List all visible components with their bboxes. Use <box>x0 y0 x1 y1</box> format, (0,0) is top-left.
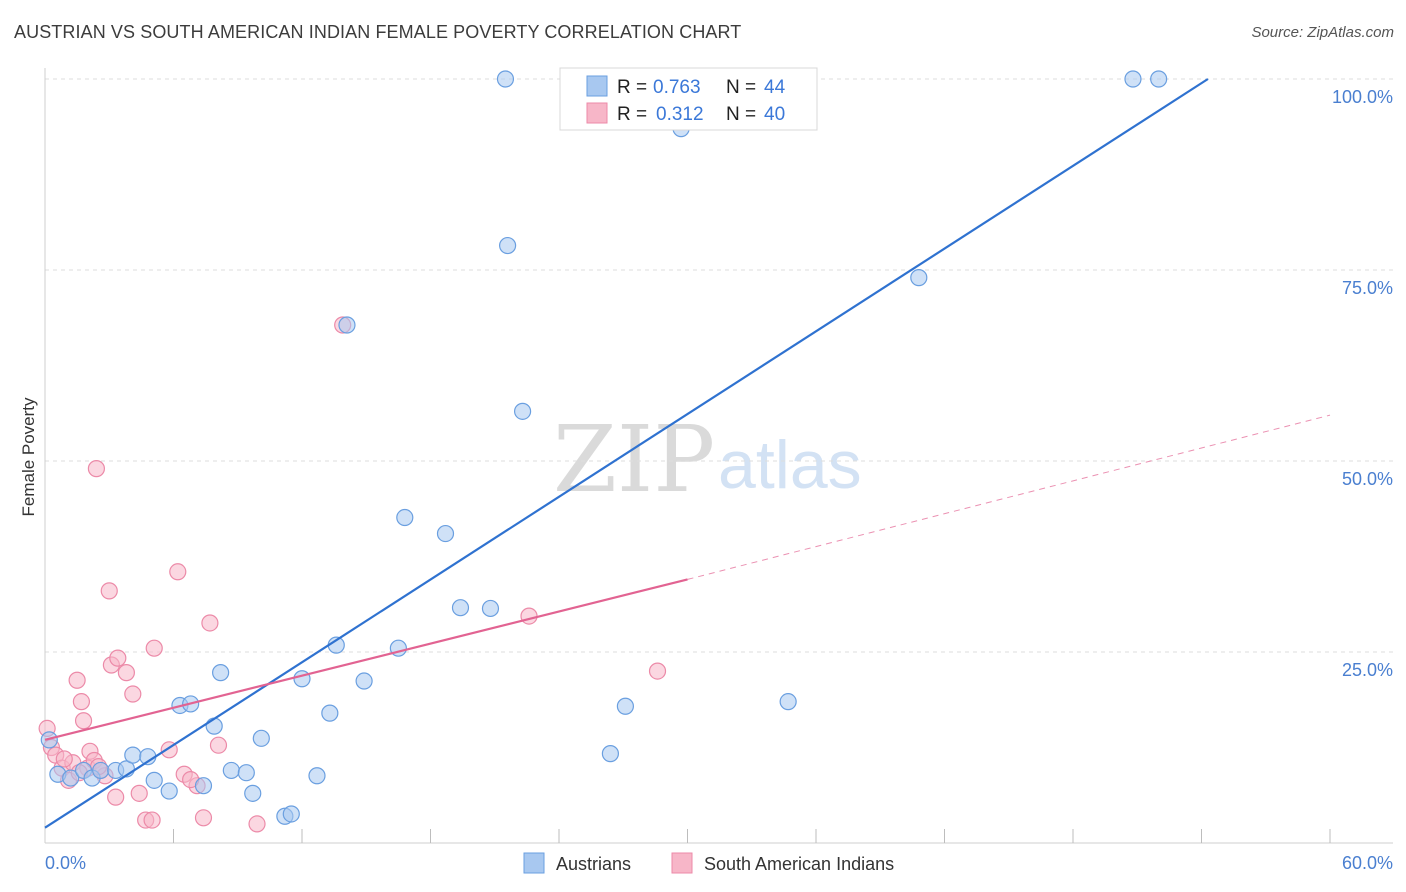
y-tick-label-100: 100.0% <box>1332 87 1393 107</box>
south-american-indians-point <box>194 809 213 827</box>
watermark-zip: ZIP <box>553 406 715 513</box>
south-american-indians-trend-line <box>44 578 688 741</box>
south-american-indians-point <box>124 685 142 703</box>
y-tick-label-75: 75.0% <box>1342 278 1393 298</box>
austrians-point <box>338 316 356 334</box>
austrians-point <box>481 599 500 618</box>
legend-n-value-1: 44 <box>764 77 786 98</box>
x-tick-label-min: 0.0% <box>45 853 86 873</box>
austrians-point <box>244 784 262 802</box>
south-american-indians-point <box>87 460 106 478</box>
austrians-trend-line <box>44 78 1209 829</box>
austrians-point <box>601 745 620 763</box>
south-american-indians-point <box>68 671 86 689</box>
south-american-indians-point <box>109 649 127 667</box>
x-tick-label-max: 60.0% <box>1342 853 1393 873</box>
austrians-point <box>513 402 532 420</box>
legend-r-label-2: R = <box>617 104 647 125</box>
austrians-point <box>616 697 634 715</box>
bottom-legend-label-south-american-indians: South American Indians <box>704 854 894 874</box>
austrians-point <box>321 704 339 722</box>
south-american-indians-point <box>72 693 91 711</box>
south-american-indians-point <box>100 582 118 600</box>
austrians-point <box>293 670 311 688</box>
legend-n-label-2: N = <box>726 104 756 125</box>
south-american-indians-point <box>55 750 73 768</box>
south-american-indians-point <box>169 563 187 581</box>
legend-n-value-2: 40 <box>764 104 785 125</box>
bottom-legend-swatch-south-american-indians <box>671 852 693 874</box>
y-tick-label-25: 25.0% <box>1342 660 1393 680</box>
x-axis-ticks <box>173 829 1331 843</box>
y-tick-label-50: 50.0% <box>1342 469 1393 489</box>
south-american-indians-point <box>74 712 93 730</box>
bottom-legend-swatch-austrians <box>523 852 545 874</box>
austrians-point <box>451 599 470 617</box>
south-american-indians-point <box>520 607 538 625</box>
austrians-point <box>145 771 163 789</box>
y-axis-tick-labels: 100.0% 75.0% 50.0% 25.0% <box>1332 87 1393 680</box>
south-american-indians-point <box>143 811 161 829</box>
south-american-indians-point <box>209 736 228 754</box>
south-american-indians-point <box>201 614 219 632</box>
austrians-point <box>779 693 797 711</box>
series-legend: Austrians South American Indians <box>523 852 894 874</box>
legend-r-value-1: 0.763 <box>653 77 701 98</box>
legend-r-value-2: 0.312 <box>656 104 704 125</box>
austrians-point <box>282 805 300 823</box>
bottom-legend-label-austrians: Austrians <box>556 854 631 874</box>
south-american-indians-point <box>130 784 148 802</box>
austrians-point <box>308 767 326 785</box>
austrians-point <box>194 777 213 795</box>
gridlines <box>45 78 1393 653</box>
watermark-atlas: atlas <box>718 427 862 503</box>
legend-swatch-austrians <box>586 75 608 97</box>
austrians-point <box>222 761 240 780</box>
legend-n-label-1: N = <box>726 77 756 98</box>
south-american-indians-trend-extension <box>687 414 1331 580</box>
south-american-indians-point <box>107 788 125 806</box>
austrians-point <box>62 769 80 787</box>
chart-title: AUSTRIAN VS SOUTH AMERICAN INDIAN FEMALE… <box>14 22 742 42</box>
south-american-indians-point <box>648 662 667 680</box>
south-american-indians-point <box>145 639 163 657</box>
austrians-point <box>124 746 142 764</box>
austrians-point <box>1150 70 1168 88</box>
austrians-point <box>910 269 928 287</box>
austrians-point <box>436 524 455 543</box>
austrians-point <box>237 764 255 782</box>
austrians-point <box>92 761 110 780</box>
austrians-point <box>499 236 517 255</box>
south-american-indians-point <box>248 815 266 833</box>
austrians-point <box>496 70 515 88</box>
y-axis-title: Female Poverty <box>19 397 38 517</box>
austrians-point <box>205 717 223 735</box>
austrians-point <box>252 729 270 747</box>
legend-swatch-south-american-indians <box>586 102 608 124</box>
trend-lines <box>44 78 1331 829</box>
austrians-point <box>355 672 373 690</box>
stats-legend: R = 0.763 N = 44 R = 0.312 N = 40 <box>559 67 818 131</box>
austrians-point <box>1124 70 1142 88</box>
austrians-point <box>160 782 178 800</box>
south-american-indians-point <box>117 664 135 682</box>
source-label: Source: ZipAtlas.com <box>1251 24 1394 41</box>
legend-r-label-1: R = <box>617 77 647 98</box>
austrians-point <box>212 664 230 682</box>
austrians-point <box>396 508 414 527</box>
